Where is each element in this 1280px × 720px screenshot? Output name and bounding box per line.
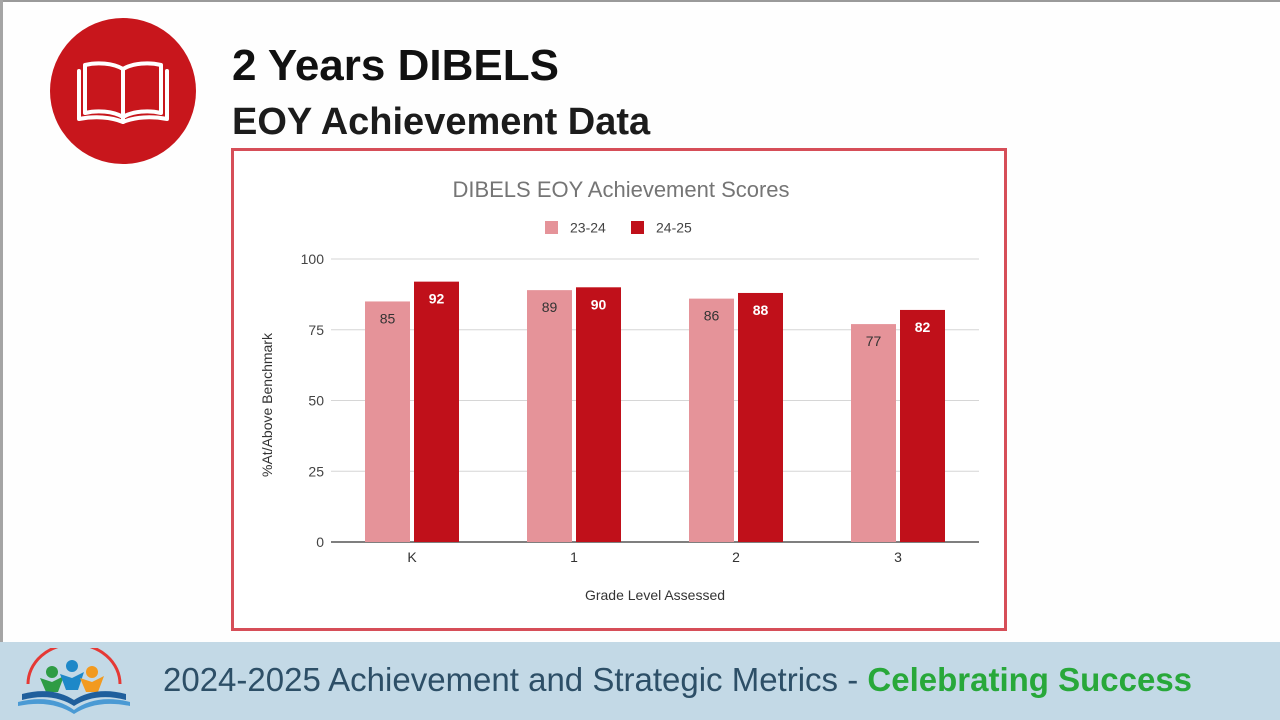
- bar: [738, 292, 783, 542]
- footer-banner: 2024-2025 Achievement and Strategic Metr…: [0, 642, 1280, 720]
- bar: [900, 309, 945, 542]
- bar-value-label: 77: [866, 333, 882, 349]
- x-tick-label: K: [407, 549, 417, 565]
- y-tick-label: 50: [308, 393, 324, 409]
- bar-value-label: 85: [380, 310, 396, 326]
- slide-subtitle: EOY Achievement Data: [232, 101, 651, 143]
- bar-value-label: 89: [542, 299, 558, 315]
- x-tick-label: 3: [894, 549, 902, 565]
- chart-title: DIBELS EOY Achievement Scores: [452, 177, 789, 202]
- legend-label: 23-24: [570, 220, 606, 236]
- book-badge: [50, 18, 196, 164]
- slide-title: 2 Years DIBELS: [232, 41, 559, 90]
- bar-value-label: 82: [915, 319, 931, 335]
- legend-label: 24-25: [656, 220, 692, 236]
- bar-value-label: 90: [591, 296, 607, 312]
- y-axis-title: %At/Above Benchmark: [259, 332, 275, 477]
- reading-students-logo-icon: [18, 648, 130, 714]
- x-axis-title: Grade Level Assessed: [585, 587, 725, 603]
- left-divider: [0, 0, 3, 642]
- bar: [414, 281, 459, 542]
- bar-value-label: 88: [753, 302, 769, 318]
- y-tick-label: 25: [308, 463, 324, 479]
- footer-caption: 2024-2025 Achievement and Strategic Metr…: [163, 658, 1192, 702]
- bar-value-label: 92: [429, 291, 445, 307]
- bar: [527, 290, 572, 542]
- open-book-icon: [77, 61, 169, 124]
- legend-swatch: [631, 221, 644, 234]
- top-divider: [0, 0, 1280, 2]
- bar-value-label: 86: [704, 308, 720, 324]
- footer-highlight-text: Celebrating Success: [867, 661, 1193, 698]
- x-tick-label: 2: [732, 549, 740, 565]
- x-tick-label: 1: [570, 549, 578, 565]
- bar-chart: DIBELS EOY Achievement Scores 23-24 24-25 0…: [259, 177, 979, 603]
- footer-main-text: 2024-2025 Achievement and Strategic Metr…: [163, 661, 868, 698]
- y-tick-label: 75: [308, 322, 324, 338]
- y-tick-label: 0: [316, 534, 324, 550]
- chart-frame: DIBELS EOY Achievement Scores 23-24 24-25 0…: [231, 148, 1007, 631]
- legend-swatch: [545, 221, 558, 234]
- bar: [576, 287, 621, 542]
- bar: [365, 301, 410, 542]
- y-tick-label: 100: [301, 251, 325, 267]
- bar: [851, 324, 896, 542]
- bar: [689, 298, 734, 542]
